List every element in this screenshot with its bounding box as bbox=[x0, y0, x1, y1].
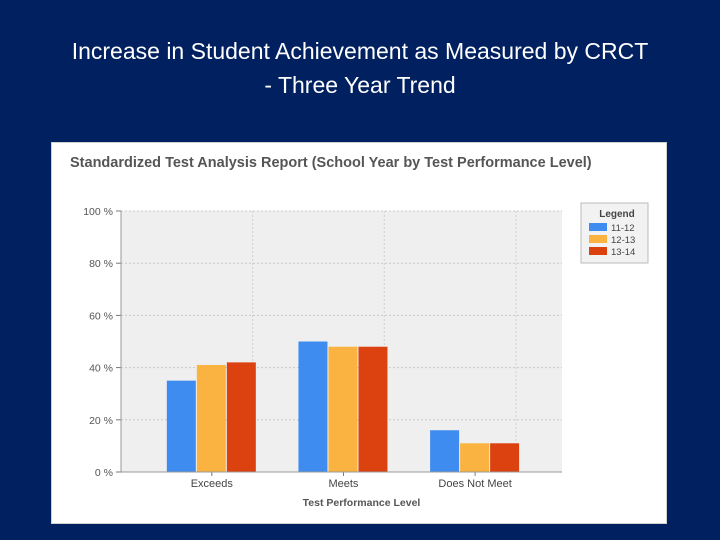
bar-chart: 0 % 20 % 40 % 60 % 80 % 100 % Exceeds Meets Does… bbox=[83, 202, 649, 509]
slide-title-line-2: - Three Year Trend bbox=[264, 72, 456, 98]
x-tick-label: Meets bbox=[328, 478, 358, 490]
bar-13-14-meets bbox=[358, 346, 388, 472]
bar-13-14-exceeds bbox=[226, 362, 256, 472]
bar-12-13-does-not-meet bbox=[460, 443, 490, 472]
y-tick-label: 0 % bbox=[95, 467, 113, 479]
bar-13-14-does-not-meet bbox=[490, 443, 520, 472]
bar-12-13-meets bbox=[328, 346, 358, 472]
slide-title-line-1: Increase in Student Achievement as Measu… bbox=[71, 38, 649, 64]
y-tick-label: 40 % bbox=[89, 363, 113, 375]
y-tick-label: 60 % bbox=[89, 310, 113, 322]
legend-label-11-12: 11-12 bbox=[611, 223, 635, 234]
slide-title: Increase in Student Achievement as Measu… bbox=[20, 34, 700, 102]
legend-title: Legend bbox=[599, 209, 635, 220]
legend-label-13-14: 13-14 bbox=[611, 247, 635, 258]
bar-11-12-meets bbox=[298, 341, 328, 472]
x-tick-label: Exceeds bbox=[191, 478, 234, 490]
legend-label-12-13: 12-13 bbox=[611, 235, 635, 246]
y-tick-label: 20 % bbox=[89, 415, 113, 427]
y-tick-label: 80 % bbox=[89, 258, 113, 270]
x-tick-label: Does Not Meet bbox=[438, 478, 511, 490]
bar-11-12-exceeds bbox=[166, 380, 196, 472]
chart-panel: Standardized Test Analysis Report (Schoo… bbox=[51, 142, 667, 524]
bar-12-13-exceeds bbox=[196, 364, 226, 472]
x-axis-label: Test Performance Level bbox=[303, 497, 421, 509]
chart-title: Standardized Test Analysis Report (Schoo… bbox=[70, 155, 592, 171]
legend-swatch-11-12 bbox=[589, 223, 607, 231]
bar-11-12-does-not-meet bbox=[430, 430, 460, 472]
legend-swatch-12-13 bbox=[589, 235, 607, 243]
y-tick-label: 100 % bbox=[83, 206, 113, 218]
legend-swatch-13-14 bbox=[589, 247, 607, 255]
